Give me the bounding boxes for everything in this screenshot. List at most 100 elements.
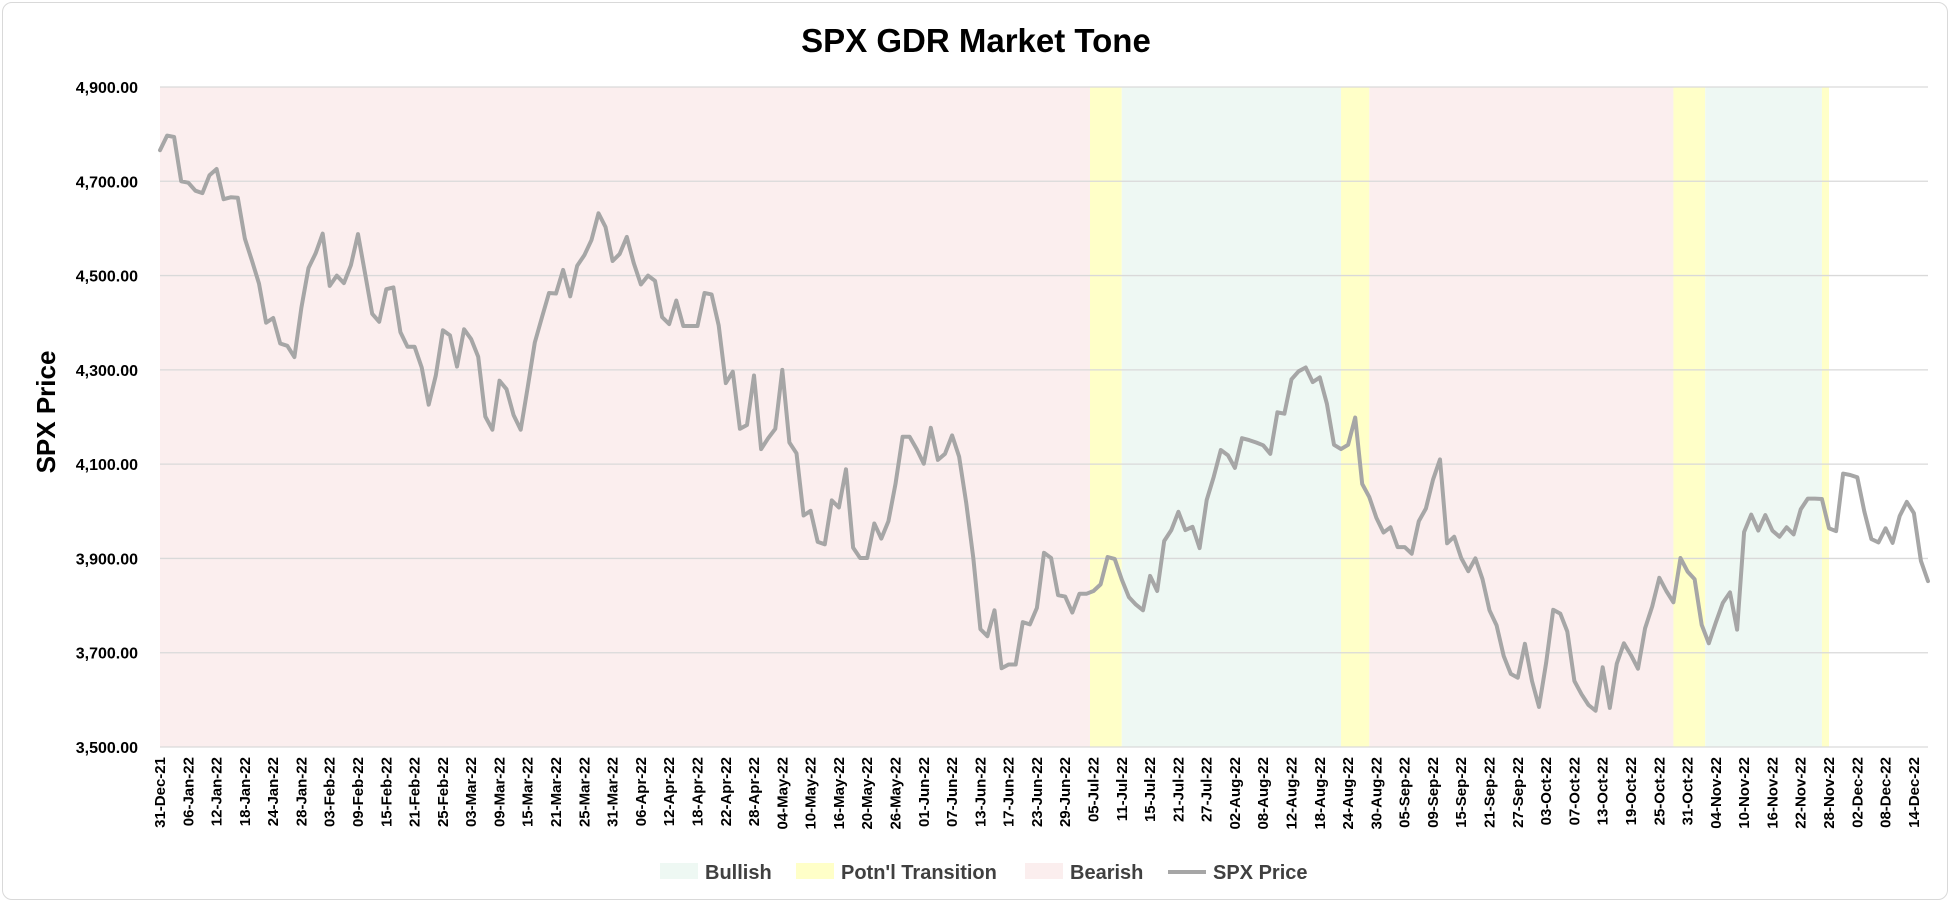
y-axis: 4,900.00 4,700.00 4,500.00 4,300.00 4,100.00…	[76, 80, 138, 757]
x-tick-label: 25-Mar-22	[576, 757, 593, 827]
x-tick-label: 12-Jan-22	[209, 757, 226, 826]
x-tick-label: 21-Jul-22	[1170, 757, 1187, 822]
y-tick-label: 3,500.00	[76, 740, 138, 757]
x-tick-label: 15-Feb-22	[378, 757, 395, 827]
legend-swatch	[1025, 863, 1063, 879]
y-tick-label: 4,900.00	[76, 80, 138, 97]
x-tick-label: 29-Jun-22	[1057, 757, 1074, 827]
x-tick-label: 04-May-22	[774, 757, 791, 830]
x-tick-label: 09-Sep-22	[1425, 757, 1442, 828]
tone-regions	[160, 87, 1829, 747]
x-tick-label: 13-Oct-22	[1595, 757, 1612, 825]
x-tick-label: 10-May-22	[803, 757, 820, 830]
x-tick-label: 28-Nov-22	[1821, 757, 1838, 829]
y-tick-label: 4,700.00	[76, 174, 138, 191]
x-tick-label: 02-Aug-22	[1227, 757, 1244, 830]
x-tick-label: 22-Nov-22	[1793, 757, 1810, 829]
x-tick-label: 31-Dec-21	[152, 757, 169, 828]
legend-swatch	[796, 863, 834, 879]
y-tick-label: 3,700.00	[76, 646, 138, 663]
region-potn-l-transition	[1089, 87, 1122, 747]
x-tick-label: 03-Feb-22	[322, 757, 339, 827]
x-tick-label: 28-Apr-22	[746, 757, 763, 826]
x-tick-label: 12-Apr-22	[661, 757, 678, 826]
x-tick-label: 13-Jun-22	[972, 757, 989, 827]
x-tick-label: 30-Aug-22	[1368, 757, 1385, 830]
x-tick-label: 07-Jun-22	[944, 757, 961, 827]
x-tick-label: 03-Mar-22	[463, 757, 480, 827]
x-tick-label: 09-Mar-22	[491, 757, 508, 827]
x-tick-label: 09-Feb-22	[350, 757, 367, 827]
region-bearish	[1369, 87, 1674, 747]
x-tick-label: 21-Feb-22	[407, 757, 424, 827]
x-tick-label: 23-Jun-22	[1029, 757, 1046, 827]
x-tick-label: 21-Sep-22	[1482, 757, 1499, 828]
x-tick-label: 05-Jul-22	[1086, 757, 1103, 822]
legend-label: Bullish	[705, 862, 772, 884]
x-tick-label: 19-Oct-22	[1623, 757, 1640, 825]
legend: Bullish Potn'l Transition Bearish SPX Price	[660, 862, 1308, 884]
legend-item: Potn'l Transition	[796, 862, 997, 884]
x-tick-label: 16-May-22	[831, 757, 848, 830]
y-tick-label: 4,100.00	[76, 457, 138, 474]
legend-item: SPX Price	[1168, 862, 1308, 884]
x-tick-label: 08-Aug-22	[1255, 757, 1272, 830]
x-tick-label: 06-Apr-22	[633, 757, 650, 826]
legend-label: Bearish	[1070, 862, 1143, 884]
x-tick-label: 24-Aug-22	[1340, 757, 1357, 830]
x-tick-label: 15-Mar-22	[520, 757, 537, 827]
y-tick-label: 4,500.00	[76, 269, 138, 286]
region-bullish	[1705, 87, 1822, 747]
x-tick-label: 22-Apr-22	[718, 757, 735, 826]
x-tick-label: 14-Dec-22	[1906, 757, 1923, 828]
region-bearish	[160, 87, 1090, 747]
region-bullish	[1121, 87, 1342, 747]
x-tick-label: 10-Nov-22	[1736, 757, 1753, 829]
x-tick-label: 01-Jun-22	[916, 757, 933, 827]
x-tick-label: 15-Jul-22	[1142, 757, 1159, 822]
series-layer	[158, 133, 1930, 713]
x-tick-label: 27-Sep-22	[1510, 757, 1527, 828]
x-tick-label: 18-Jan-22	[237, 757, 254, 826]
x-tick-label: 04-Nov-22	[1708, 757, 1725, 829]
legend-label: Potn'l Transition	[841, 862, 997, 884]
region-potn-l-transition	[1673, 87, 1706, 747]
x-tick-label: 25-Oct-22	[1651, 757, 1668, 825]
x-tick-label: 18-Apr-22	[689, 757, 706, 826]
y-tick-label: 4,300.00	[76, 363, 138, 380]
x-tick-label: 05-Sep-22	[1397, 757, 1414, 828]
gridlines	[160, 86, 1928, 748]
x-tick-label: 31-Oct-22	[1680, 757, 1697, 825]
y-axis-label: SPX Price	[31, 351, 61, 474]
x-tick-label: 28-Jan-22	[293, 757, 310, 826]
x-tick-label: 20-May-22	[859, 757, 876, 830]
x-tick-label: 02-Dec-22	[1849, 757, 1866, 828]
x-tick-label: 08-Dec-22	[1878, 757, 1895, 828]
x-tick-label: 25-Feb-22	[435, 757, 452, 827]
x-axis: 31-Dec-21 06-Jan-22 12-Jan-22 18-Jan-22 24-J…	[152, 757, 1923, 830]
x-tick-label: 18-Aug-22	[1312, 757, 1329, 830]
x-tick-label: 17-Jun-22	[1001, 757, 1018, 827]
x-tick-label: 26-May-22	[887, 757, 904, 830]
chart-title: SPX GDR Market Tone	[801, 22, 1151, 59]
y-tick-label: 3,900.00	[76, 551, 138, 568]
x-tick-label: 03-Oct-22	[1538, 757, 1555, 825]
legend-label: SPX Price	[1213, 862, 1308, 884]
series-line-spx-price	[158, 133, 1930, 713]
x-tick-label: 12-Aug-22	[1284, 757, 1301, 830]
x-tick-label: 06-Jan-22	[180, 757, 197, 826]
x-tick-label: 21-Mar-22	[548, 757, 565, 827]
x-tick-label: 24-Jan-22	[265, 757, 282, 826]
x-tick-label: 07-Oct-22	[1566, 757, 1583, 825]
x-tick-label: 27-Jul-22	[1199, 757, 1216, 822]
region-potn-l-transition	[1821, 87, 1829, 747]
x-tick-label: 15-Sep-22	[1453, 757, 1470, 828]
legend-item: Bearish	[1025, 862, 1143, 884]
legend-item: Bullish	[660, 862, 772, 884]
legend-swatch	[660, 863, 698, 879]
x-tick-label: 11-Jul-22	[1114, 757, 1131, 821]
x-tick-label: 31-Mar-22	[605, 757, 622, 827]
plot-area	[158, 86, 1930, 748]
x-tick-label: 16-Nov-22	[1764, 757, 1781, 829]
